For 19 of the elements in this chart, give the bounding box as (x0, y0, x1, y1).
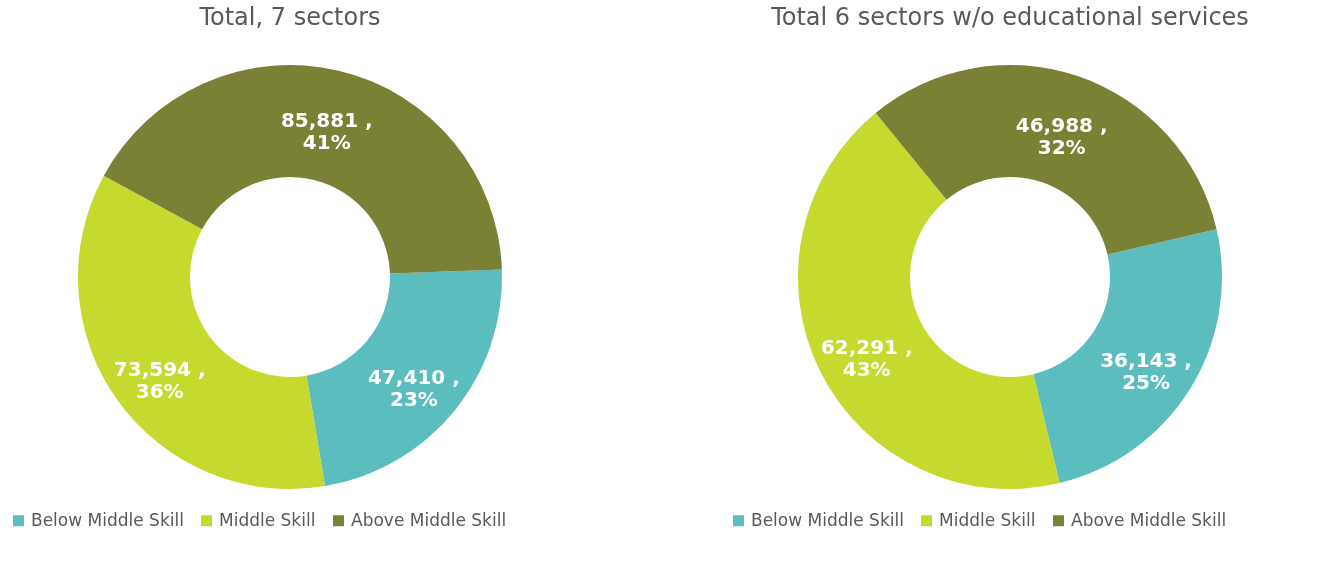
donut-slice (875, 65, 1217, 255)
legend-label: Middle Skill (219, 509, 316, 530)
legend-label: Below Middle Skill (31, 509, 184, 530)
data-label: 36,143 , 25% (1100, 348, 1192, 395)
chart-title: Total 6 sectors w/o educational services (770, 3, 1249, 31)
chart-title: Total, 7 sectors (198, 3, 381, 31)
data-label: 62,291 , 43% (820, 335, 913, 382)
data-label: 85,881 , 41% (280, 108, 373, 155)
legend-label: Above Middle Skill (1071, 509, 1227, 530)
legend-label: Below Middle Skill (751, 509, 904, 530)
donut-slice (306, 269, 502, 487)
donut-slice (1033, 229, 1222, 484)
legend-label: Middle Skill (939, 509, 1036, 530)
data-label: 46,988 , 32% (1015, 112, 1108, 159)
donut-slice (78, 175, 325, 489)
legend-label: Above Middle Skill (351, 509, 507, 530)
data-label: 47,410 , 23% (368, 365, 460, 412)
donut-slice (103, 65, 502, 274)
data-label: 73,594 , 36% (113, 356, 206, 403)
